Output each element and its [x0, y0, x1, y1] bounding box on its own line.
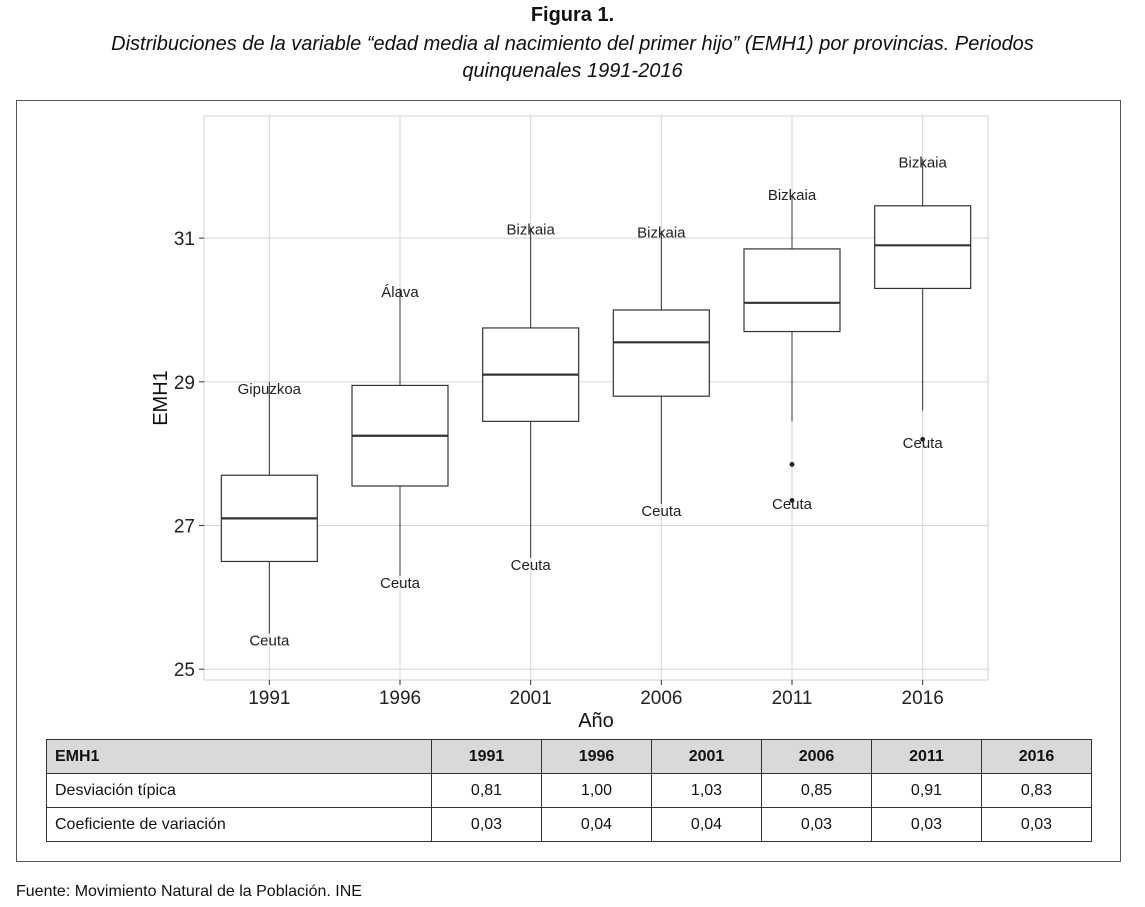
province-label: Bizkaia	[898, 155, 947, 172]
stats-header-cell: EMH1	[46, 739, 432, 774]
province-label: Ceuta	[380, 575, 421, 592]
table-cell: 0,03	[981, 807, 1092, 842]
box-2006	[612, 230, 710, 504]
province-label: Ceuta	[641, 503, 682, 520]
x-tick-label: 1996	[379, 688, 421, 709]
x-tick-label: 2006	[640, 688, 682, 709]
table-cell: 0,83	[981, 773, 1092, 808]
stats-header-cell: 2011	[871, 739, 982, 774]
province-label: Ceuta	[903, 435, 944, 452]
x-tick-label: 1991	[248, 688, 290, 709]
table-cell: 0,03	[871, 807, 982, 842]
y-tick-label: 29	[174, 373, 195, 394]
figure-title: Figura 1.	[530, 4, 615, 26]
province-label: Bizkaia	[506, 222, 555, 239]
outlier-point	[920, 436, 926, 442]
figure-subtitle: Distribuciones de la variable “edad medi…	[40, 31, 1105, 85]
box-1996	[351, 288, 449, 576]
figure-subtitle-line-2: quinquenales 1991-2016	[462, 60, 683, 82]
annotation-layer: Gipuzkoa Ceuta Álava Ceuta Bizkaia Ceuta Bizka…	[238, 155, 948, 650]
stats-table: EMH1 1991 1996 2001 2006 2011 2016 Desvi…	[46, 739, 1092, 842]
x-axis: 1991 1996 2001 2006 2011 2016	[248, 680, 944, 709]
y-tick-label: 31	[174, 229, 195, 250]
figure-frame	[16, 100, 1121, 862]
table-cell: 0,81	[431, 773, 542, 808]
boxplot-chart: 25 27 29 31 1991 1996 2001 2006 2011 2016 Gipuzk…	[150, 115, 989, 732]
table-cell: 1,03	[651, 773, 762, 808]
outlier-point	[789, 462, 795, 467]
province-label: Gipuzkoa	[238, 381, 302, 398]
y-axis: 25 27 29 31	[174, 229, 204, 681]
province-label: Bizkaia	[637, 224, 686, 241]
table-cell: 1,00	[541, 773, 652, 808]
box-2011	[743, 195, 841, 503]
table-cell: 0,03	[431, 807, 542, 842]
x-tick-label: 2001	[510, 688, 552, 709]
box-1991	[220, 381, 318, 634]
box-2016	[874, 159, 972, 442]
table-cell: 0,91	[871, 773, 982, 808]
stats-header-cell: 1991	[431, 739, 542, 774]
figure-subtitle-line-1: Distribuciones de la variable “edad medi…	[111, 33, 1034, 55]
y-tick-label: 25	[174, 660, 195, 681]
x-axis-title: Año	[578, 710, 614, 732]
province-label: Ceuta	[772, 496, 813, 513]
table-cell: 0,03	[761, 807, 872, 842]
box-2001	[482, 227, 580, 558]
stats-header-cell: 2006	[761, 739, 872, 774]
province-label: Álava	[381, 284, 419, 301]
province-label: Ceuta	[249, 632, 290, 649]
x-tick-label: 2016	[902, 688, 944, 709]
stats-header-cell: 1996	[541, 739, 652, 774]
stats-table-header-row: EMH1 1991 1996 2001 2006 2011 2016	[46, 739, 1092, 774]
table-cell: 0,04	[541, 807, 652, 842]
table-cell: 0,85	[761, 773, 872, 808]
stats-header-cell: 2016	[981, 739, 1092, 774]
y-tick-label: 27	[174, 517, 195, 538]
row-label: Coeficiente de variación	[46, 807, 432, 842]
table-cell: 0,04	[651, 807, 762, 842]
source-note: Fuente: Movimiento Natural de la Poblaci…	[16, 883, 362, 900]
y-axis-title: EMH1	[150, 370, 172, 426]
iqr-box	[874, 205, 972, 290]
stats-header-cell: 2001	[651, 739, 762, 774]
iqr-box	[743, 248, 841, 333]
row-label: Desviación típica	[46, 773, 432, 808]
plot-panel	[203, 115, 989, 681]
province-label: Ceuta	[511, 557, 552, 574]
boxes-layer	[220, 159, 972, 634]
table-row: Desviación típica 0,81 1,00 1,03 0,85 0,…	[46, 773, 1092, 808]
province-label: Bizkaia	[768, 187, 817, 204]
outlier-point	[789, 497, 795, 503]
x-tick-label: 2011	[772, 688, 813, 709]
iqr-box	[612, 309, 710, 397]
table-row: Coeficiente de variación 0,03 0,04 0,04 …	[46, 807, 1092, 842]
